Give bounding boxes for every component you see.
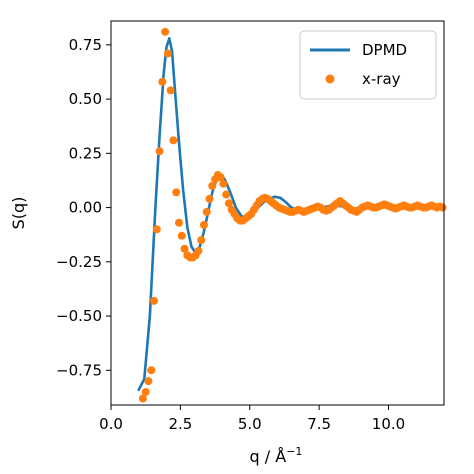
data-point <box>155 147 164 156</box>
plot-frame <box>110 20 445 406</box>
y-tick-label: 0.00 <box>69 199 102 217</box>
x-tick-label: 5.0 <box>238 415 262 433</box>
data-point <box>141 387 150 396</box>
legend-box <box>299 30 437 100</box>
data-point <box>180 244 189 253</box>
y-tick-label: −0.75 <box>56 361 102 379</box>
data-point <box>138 394 147 403</box>
series-layer <box>137 27 447 403</box>
y-tick-label: −0.25 <box>56 253 102 271</box>
x-tick-label: 2.5 <box>168 415 192 433</box>
data-point <box>150 296 159 305</box>
data-point <box>174 218 183 227</box>
legend-label-xray: x-ray <box>362 70 401 88</box>
data-point <box>222 190 231 199</box>
data-point <box>205 194 214 203</box>
data-point <box>177 231 186 240</box>
data-point <box>166 86 175 95</box>
y-tick-label: −0.50 <box>56 307 102 325</box>
y-tick-label: 0.25 <box>69 144 102 162</box>
x-axis-label-superscript: −1 <box>286 445 302 458</box>
data-point <box>197 236 206 245</box>
data-point <box>219 179 228 188</box>
data-point <box>147 366 156 375</box>
legend-marker-swatch <box>325 74 335 84</box>
data-point <box>172 188 181 197</box>
y-axis-label: S(q) <box>9 197 28 230</box>
x-axis-label-main: q / Å <box>250 447 287 466</box>
y-tick-label: 0.50 <box>69 90 102 108</box>
x-tick-label: 0.0 <box>99 415 123 433</box>
ticks-layer: 0.0 2.5 5.0 7.5 10.0 0.75 0.50 0.25 0.00 −0.25 −0.… <box>56 36 405 433</box>
x-tick-label: 10.0 <box>372 415 405 433</box>
data-point <box>216 173 225 182</box>
legend-label-dpmd: DPMD <box>362 41 407 59</box>
data-point <box>194 246 203 255</box>
data-point <box>208 181 217 190</box>
data-point <box>199 220 208 229</box>
y-tick-label: 0.75 <box>69 36 102 54</box>
data-point <box>163 49 172 58</box>
data-point <box>144 377 153 386</box>
data-point <box>161 27 170 36</box>
data-point <box>158 77 167 86</box>
data-point <box>152 225 161 234</box>
data-point <box>202 207 211 216</box>
x-tick-label: 7.5 <box>307 415 331 433</box>
data-point <box>438 203 447 212</box>
x-axis-label: q / Å−1 <box>250 445 303 466</box>
data-point <box>169 136 178 145</box>
data-point <box>224 199 233 208</box>
legend: DPMD x-ray <box>299 30 437 100</box>
